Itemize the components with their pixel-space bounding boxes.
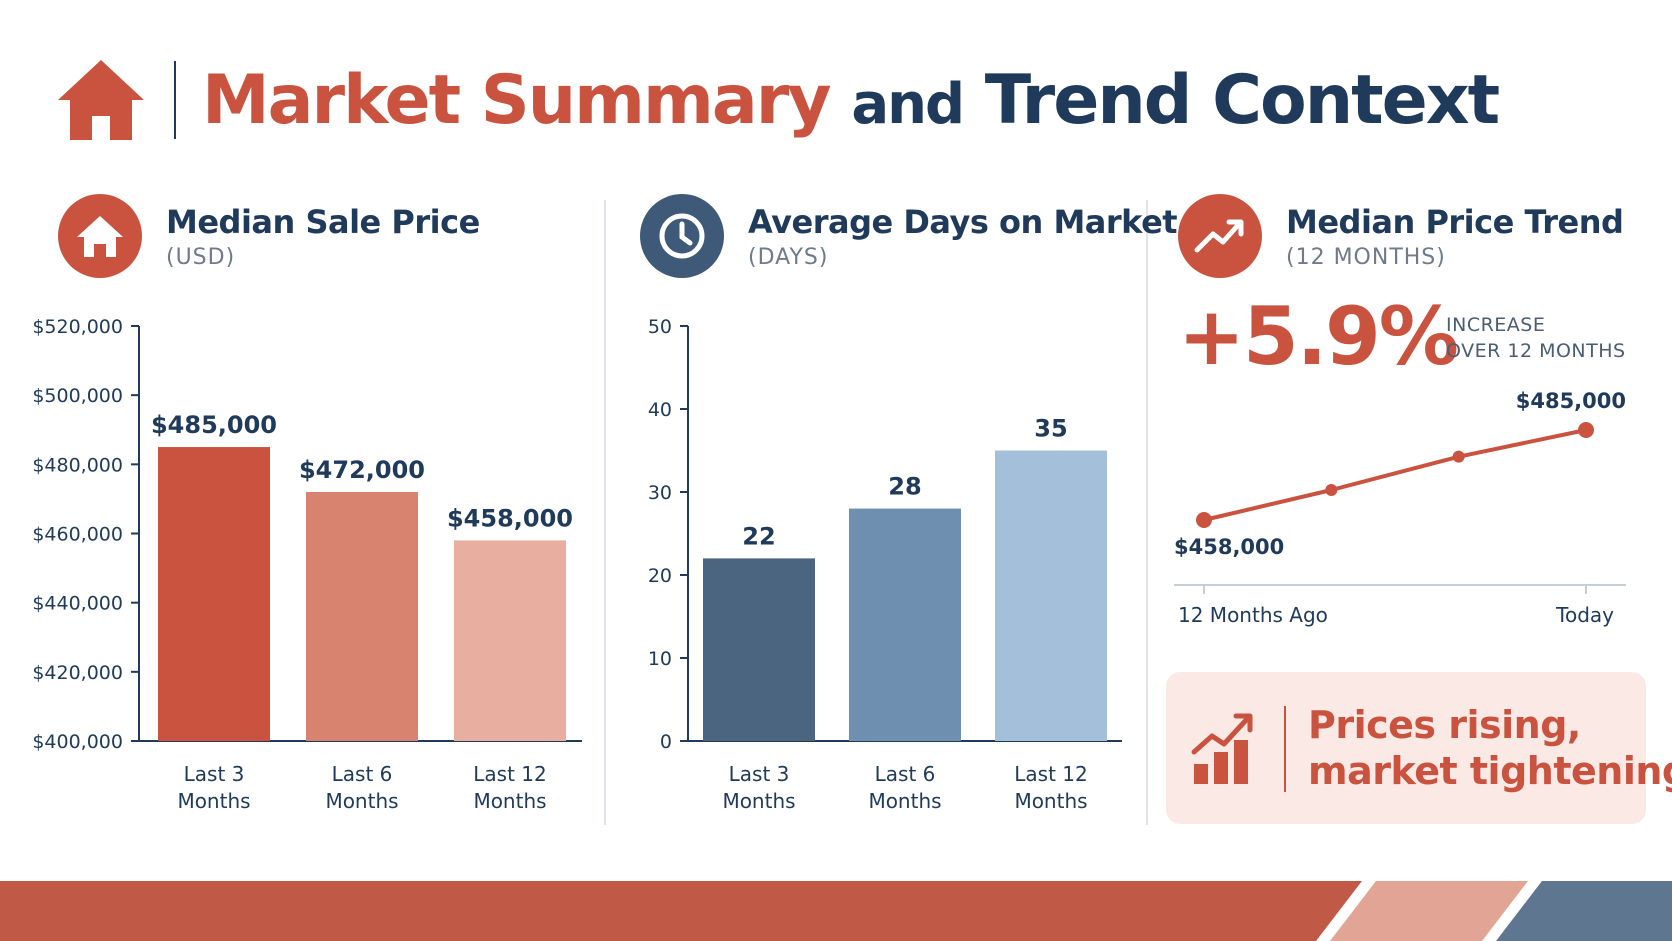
trend-headline-note: INCREASE OVER 12 MONTHS: [1446, 312, 1626, 364]
days-y-tick-label: 0: [660, 731, 672, 753]
price-x-tick-label: Months: [473, 789, 546, 813]
days-bar: [995, 450, 1107, 741]
price-y-tick-label: $460,000: [32, 524, 123, 546]
price-x-tick-label: Last 6: [332, 762, 393, 786]
column-divider: [1146, 200, 1148, 825]
price-value-label: $472,000: [299, 456, 425, 484]
page-title: Market Summary and Trend Context: [202, 60, 1500, 140]
trend-start-label: $458,000: [1174, 535, 1284, 559]
days-bar: [849, 508, 961, 741]
trend-panel-subtitle: (12 MONTHS): [1286, 244, 1446, 270]
title-divider: [174, 61, 176, 139]
trend-x-label-end: Today: [1555, 603, 1614, 627]
trend-headline-value: +5.9%: [1178, 290, 1459, 383]
price-bar: [306, 492, 418, 741]
days-x-tick-label: Months: [868, 789, 941, 813]
price-x-tick-label: Months: [177, 789, 250, 813]
days-x-tick-label: Months: [722, 789, 795, 813]
trend-point: [1452, 450, 1465, 463]
price-y-tick-label: $440,000: [32, 593, 123, 615]
price-y-tick-label: $400,000: [32, 731, 123, 753]
title-part-1: Market Summary: [202, 60, 832, 140]
price-x-tick-label: Last 3: [184, 762, 245, 786]
days-x-tick-label: Months: [1014, 789, 1087, 813]
house-icon: [58, 60, 144, 140]
days-x-tick-label: Last 3: [729, 762, 790, 786]
days-panel-subtitle: (DAYS): [748, 244, 829, 270]
price-value-label: $485,000: [151, 411, 277, 439]
price-panel-header: Median Sale Price (USD): [58, 194, 480, 278]
trend-x-label-start: 12 Months Ago: [1178, 603, 1328, 627]
days-value-label: 22: [742, 522, 775, 550]
days-value-label: 35: [1034, 415, 1067, 443]
callout-divider: [1284, 706, 1286, 792]
footer-band: [0, 881, 1672, 941]
callout-line-1: Prices rising,: [1308, 703, 1581, 747]
trend-line: [1203, 428, 1587, 522]
callout-text: Prices rising, market tightening: [1308, 702, 1672, 794]
trend-point: [1196, 512, 1212, 528]
column-divider: [604, 200, 606, 825]
title-part-2: and: [851, 71, 965, 137]
price-value-label: $458,000: [447, 504, 573, 532]
price-y-tick-label: $500,000: [32, 385, 123, 407]
price-x-tick-label: Last 12: [473, 762, 546, 786]
title-part-3: Trend Context: [984, 60, 1500, 140]
trend-panel-header: Median Price Trend (12 MONTHS): [1178, 194, 1624, 278]
trend-up-icon: [1178, 194, 1262, 278]
clock-icon: [640, 194, 724, 278]
trend-panel-title: Median Price Trend: [1286, 202, 1624, 241]
days-y-tick-label: 50: [648, 316, 672, 338]
summary-callout: Prices rising, market tightening: [1166, 672, 1672, 824]
trend-point: [1325, 484, 1338, 496]
price-y-tick-label: $480,000: [32, 454, 123, 476]
page-header: Market Summary and Trend Context: [56, 50, 1500, 150]
price-bar: [158, 447, 270, 741]
days-bar: [703, 558, 815, 741]
price-x-tick-label: Months: [325, 789, 398, 813]
days-panel-title: Average Days on Market: [748, 202, 1178, 241]
price-panel-subtitle: (USD): [166, 244, 236, 270]
price-bar: [454, 540, 566, 741]
house-icon: [58, 194, 142, 278]
days-panel-header: Average Days on Market (DAYS): [640, 194, 1178, 278]
bar-chart-rising-icon: [1191, 713, 1253, 784]
days-x-tick-label: Last 12: [1014, 762, 1087, 786]
days-y-tick-label: 20: [648, 565, 672, 587]
days-value-label: 28: [888, 473, 921, 501]
days-x-tick-label: Last 6: [875, 762, 936, 786]
days-y-tick-label: 40: [648, 399, 672, 421]
days-y-tick-label: 10: [648, 648, 672, 670]
price-panel-title: Median Sale Price: [166, 202, 480, 241]
days-y-tick-label: 30: [648, 482, 672, 504]
trend-headline-note-line-1: INCREASE: [1446, 314, 1546, 336]
price-y-tick-label: $520,000: [32, 316, 123, 338]
trend-end-label: $485,000: [1516, 389, 1626, 413]
trend-headline-note-line-2: OVER 12 MONTHS: [1446, 340, 1626, 362]
price-y-tick-label: $420,000: [32, 662, 123, 684]
callout-line-2: market tightening: [1308, 749, 1672, 793]
trend-point: [1578, 422, 1594, 438]
